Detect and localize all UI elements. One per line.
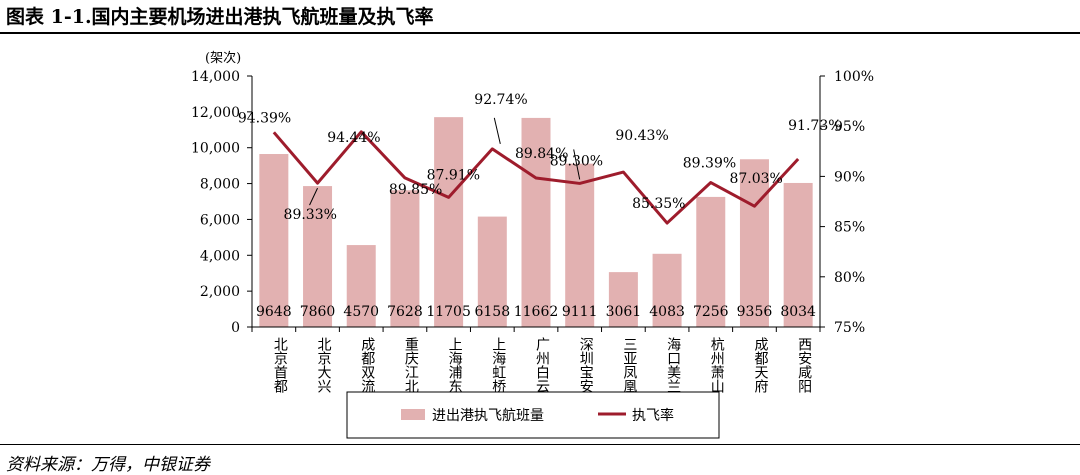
line-value-label-9: 85.35% xyxy=(632,196,685,212)
category-label-2: 成都双流 xyxy=(359,337,375,394)
source-note: 资料来源：万得，中银证券 xyxy=(6,455,210,475)
leader-line-1 xyxy=(309,187,318,206)
bar-5 xyxy=(477,216,507,327)
bar-value-label-12: 8034 xyxy=(780,304,816,320)
bar-10 xyxy=(696,196,726,327)
bar-value-label-9: 4083 xyxy=(649,304,685,320)
bar-12 xyxy=(783,182,813,327)
category-label-9: 海口美兰 xyxy=(665,337,681,393)
bar-value-label-7: 9111 xyxy=(562,304,598,320)
leader-line-7 xyxy=(573,149,581,180)
category-label-5: 上海虹桥 xyxy=(490,337,506,393)
bar-1 xyxy=(303,186,333,327)
line-value-label-5: 92.74% xyxy=(474,92,527,108)
category-label-11: 成都天府 xyxy=(752,337,768,394)
bar-line-chart: 0 2,000 4,000 6,000 8,000 10,000 12,000 14,000 (… xyxy=(191,50,874,439)
category-label-12: 西安咸阳 xyxy=(796,337,812,393)
line-value-label-6: 89.84% xyxy=(515,146,568,162)
line-value-label-2: 94.44% xyxy=(327,130,380,146)
y-left-tick-label: 12,000 xyxy=(191,105,240,121)
line-series: 94.39% 89.33% 94.44% 89.85%87.91% 92.74% 89.8… xyxy=(238,92,842,225)
bar-series xyxy=(259,117,813,328)
line-value-label-8: 90.43% xyxy=(615,128,668,144)
line-value-label-0: 94.39% xyxy=(238,110,291,126)
category-label-10: 杭州萧山 xyxy=(709,337,725,393)
line-value-label-10: 89.39% xyxy=(683,156,736,172)
bar-value-label-1: 7860 xyxy=(300,304,336,320)
y-left-tick-label: 4,000 xyxy=(200,248,240,264)
y-left-tick-label: 8,000 xyxy=(200,177,240,193)
bar-value-label-4: 11705 xyxy=(426,304,471,320)
chart-title: 图表 1-1.国内主要机场进出港执飞航班量及执飞率 xyxy=(6,6,434,28)
bar-3 xyxy=(390,190,420,327)
y-left-tick-label: 0 xyxy=(231,320,240,336)
bar-value-label-5: 6158 xyxy=(474,304,510,320)
category-label-3: 重庆江北 xyxy=(403,337,419,394)
y-right-tick-label: 80% xyxy=(834,270,865,286)
y-left-tick-label: 14,000 xyxy=(191,69,240,85)
bar-value-label-10: 7256 xyxy=(693,304,729,320)
line-value-label-4: 87.91% xyxy=(427,167,480,183)
y-right-tick-label: 75% xyxy=(834,320,865,336)
line-value-label-1: 89.33% xyxy=(284,207,337,223)
category-label-7: 深圳宝安 xyxy=(578,337,594,393)
category-label-4: 上海浦东 xyxy=(447,337,463,393)
title-rule xyxy=(0,32,1080,34)
bar-7 xyxy=(565,163,595,327)
leader-line-5 xyxy=(493,117,501,145)
bar-4 xyxy=(434,117,464,327)
y-left-tick-label: 2,000 xyxy=(200,284,240,300)
category-label-6: 广州白云 xyxy=(534,337,550,393)
y-right-tick-label: 95% xyxy=(834,119,865,135)
bar-6 xyxy=(521,117,551,328)
bar-value-label-8: 3061 xyxy=(606,304,642,320)
legend-swatch-bar xyxy=(401,409,425,420)
legend-label-line: 执飞率 xyxy=(632,407,674,424)
y-right-tick-label: 90% xyxy=(834,169,865,185)
bar-2 xyxy=(346,245,376,327)
legend: 进出港执飞航班量 执飞率 xyxy=(346,391,720,439)
line-value-label-12: 91.73% xyxy=(788,118,841,134)
bar-9 xyxy=(652,253,682,327)
bar-value-label-2: 4570 xyxy=(343,304,379,320)
y-right-tick-label: 100% xyxy=(834,69,874,85)
y-left-tick-label: 10,000 xyxy=(191,141,240,157)
category-label-8: 三亚凤凰 xyxy=(621,337,637,393)
line-value-label-11: 87.03% xyxy=(729,171,782,187)
bar-0 xyxy=(259,154,289,327)
bar-value-label-3: 7628 xyxy=(387,304,423,320)
legend-label-bar: 进出港执飞航班量 xyxy=(432,408,544,424)
bar-11 xyxy=(739,159,769,327)
line-value-label-3: 89.85% xyxy=(389,182,442,198)
y-right-tick-label: 85% xyxy=(834,220,865,236)
bar-value-label-0: 9648 xyxy=(256,304,292,320)
bar-value-label-11: 9356 xyxy=(737,304,773,320)
bar-8 xyxy=(608,272,638,327)
y-left-tick-label: 6,000 xyxy=(200,212,240,228)
bar-value-label-6: 11662 xyxy=(514,304,559,320)
chart-axes: 0 2,000 4,000 6,000 8,000 10,000 12,000 14,000 (… xyxy=(191,50,874,336)
category-labels: 北京首都 北京大兴 成都双流 重庆江北 上海浦东 上海虹桥 广州白云 深圳宝安 三亚凤凰 海口美兰… xyxy=(272,337,812,394)
source-rule xyxy=(0,444,1080,445)
line-path xyxy=(272,130,800,225)
category-label-1: 北京大兴 xyxy=(316,337,332,393)
category-label-0: 北京首都 xyxy=(272,337,288,393)
y-left-unit-label: (架次) xyxy=(205,50,241,66)
bar-value-labels: 9648 7860 4570 7628 11705 6158 11662 9111 3061 40… xyxy=(256,304,816,320)
